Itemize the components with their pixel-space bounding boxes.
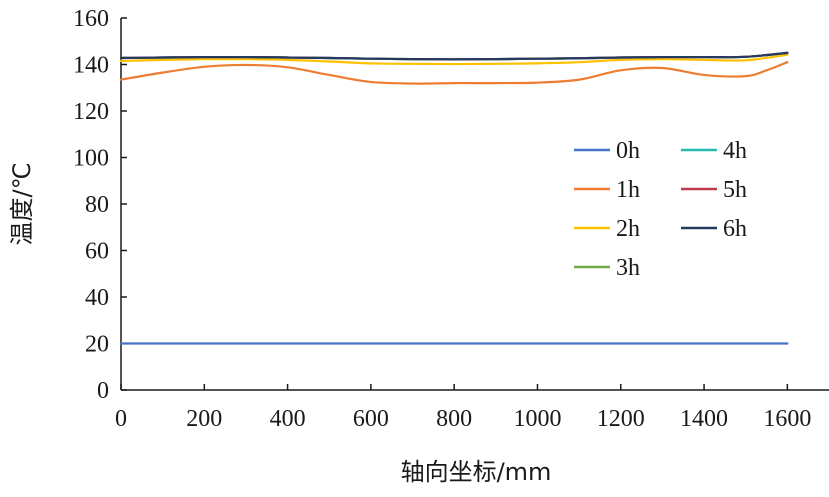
legend-label-3h: 3h <box>616 255 640 281</box>
legend-label-6h: 6h <box>723 216 747 242</box>
x-tick-label: 1600 <box>763 406 811 432</box>
y-tick-label: 80 <box>85 192 109 218</box>
y-axis-title: 温度/℃ <box>8 162 36 245</box>
legend: 0h 1h 2h 3h 4h 5h 6h <box>574 138 747 281</box>
x-tick-label: 1200 <box>597 406 645 432</box>
x-tick-label: 1400 <box>680 406 728 432</box>
y-tick-label: 20 <box>85 332 109 358</box>
series-line-2h <box>119 53 789 66</box>
series-line-6h <box>119 51 789 61</box>
y-tick-label: 40 <box>85 285 109 311</box>
x-tick-label: 600 <box>353 406 389 432</box>
y-tick-label: 160 <box>73 6 109 32</box>
x-tick-label: 400 <box>270 406 306 432</box>
legend-label-5h: 5h <box>723 177 747 203</box>
legend-label-1h: 1h <box>616 177 640 203</box>
y-tick-label: 100 <box>73 146 109 172</box>
legend-label-4h: 4h <box>723 138 747 164</box>
series-layer <box>119 51 789 345</box>
x-tick-label: 0 <box>115 406 127 432</box>
y-tick-label: 120 <box>73 99 109 125</box>
y-tick-label: 0 <box>97 378 109 404</box>
legend-label-2h: 2h <box>616 216 640 242</box>
series-line-1h <box>119 61 789 85</box>
x-tick-label: 800 <box>436 406 472 432</box>
x-axis-title: 轴向坐标/mm <box>401 458 552 486</box>
x-tick-label: 1000 <box>513 406 561 432</box>
legend-label-0h: 0h <box>616 138 640 164</box>
y-tick-label: 140 <box>73 53 109 79</box>
y-tick-label: 60 <box>85 239 109 265</box>
x-tick-label: 200 <box>186 406 222 432</box>
